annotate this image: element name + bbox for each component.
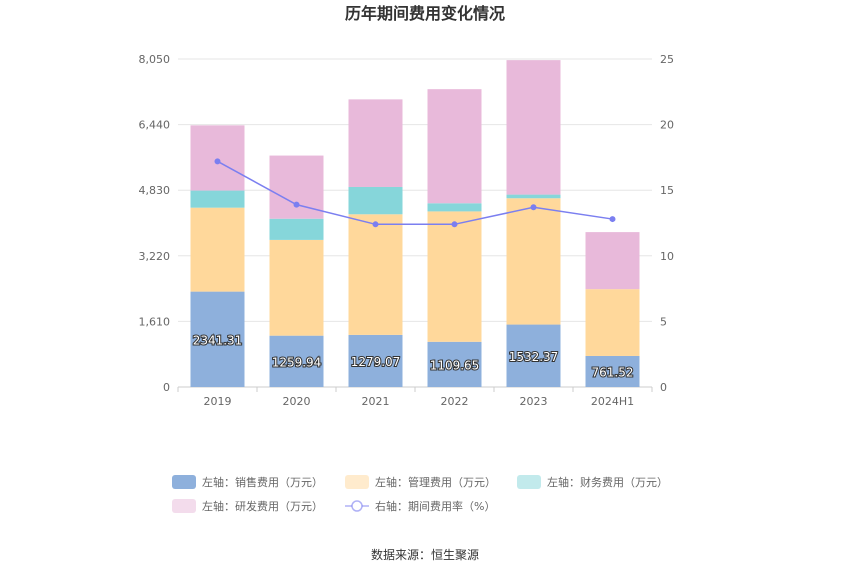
bar-segment-series-1: [348, 334, 403, 387]
legend-label: 右轴：期间费用率（%）: [375, 499, 495, 513]
data-label: 1109.65: [430, 358, 480, 372]
left-axis-tick-label: 8,050: [139, 53, 171, 66]
right-axis-tick-label: 0: [660, 381, 667, 394]
line-series: [217, 160, 613, 226]
bar-segment-series-3: [427, 203, 482, 212]
bar-segment-series-2: [269, 239, 324, 336]
x-axis-tick-label: 2022: [441, 395, 469, 408]
left-axis-tick-label: 1,610: [139, 315, 171, 328]
line-point: [530, 204, 537, 211]
left-axis-tick-label: 0: [163, 381, 170, 394]
bar-segment-series-2: [427, 211, 482, 342]
line-point: [214, 158, 221, 165]
line-layer: [214, 158, 616, 228]
bar-segment-series-4: [269, 155, 324, 219]
legend: 左轴：销售费用（万元） 左轴：管理费用（万元） 左轴：财务费用（万元） 左轴：研发费用…: [172, 475, 668, 513]
x-axis-tick-label: 2023: [520, 395, 548, 408]
right-axis-tick-label: 5: [660, 315, 667, 328]
left-axis-tick-label: 6,440: [139, 119, 171, 132]
line-point: [372, 221, 379, 228]
bar-segment-series-1: [506, 324, 561, 387]
bar-segment-series-4: [585, 232, 640, 290]
right-axis-tick-label: 15: [660, 184, 674, 197]
grid-layer: [178, 58, 652, 388]
legend-label: 左轴：销售费用（万元）: [202, 475, 323, 489]
bar-segment-series-1: [190, 291, 245, 387]
line-point: [293, 201, 300, 208]
bar-segment-series-1: [585, 355, 640, 387]
bar-segment-series-4: [348, 99, 403, 187]
bar-segment-series-3: [190, 190, 245, 208]
bar-segment-series-3: [506, 194, 561, 199]
bar-segment-series-2: [190, 207, 245, 292]
legend-label: 左轴：财务费用（万元）: [547, 475, 668, 489]
label-layer: 2341.31 1259.94 1279.07 1109.65 1532.37 761.5…: [192, 332, 635, 380]
bar-segment-series-2: [585, 289, 640, 356]
bar-segment-series-1: [269, 335, 324, 387]
legend-marker: [351, 500, 363, 512]
legend-swatch: [517, 475, 541, 489]
left-axis-tick-label: 4,830: [139, 184, 171, 197]
legend-swatch: [172, 499, 196, 513]
bar-segment-series-1: [427, 341, 482, 387]
bar-segment-series-4: [190, 125, 245, 191]
bar-layer: [190, 60, 640, 387]
chart-title: 历年期间费用变化情况: [345, 4, 505, 23]
bar-segment-series-2: [506, 198, 561, 325]
bar-segment-series-3: [269, 218, 324, 240]
data-label: 1259.94: [272, 355, 322, 369]
data-label: 1279.07: [351, 355, 401, 369]
data-label: 2341.31: [193, 333, 243, 347]
axis-layer: 0 1,610 3,220 4,830 6,440 8,050 0 5 10 15 20 25 2019…: [139, 53, 675, 408]
line-point: [451, 221, 458, 228]
bar-segment-series-4: [427, 89, 482, 204]
x-axis-tick-label: 2021: [362, 395, 390, 408]
legend-label: 左轴：管理费用（万元）: [375, 475, 496, 489]
bar-segment-series-3: [348, 186, 403, 215]
right-axis-tick-label: 20: [660, 119, 674, 132]
x-axis-tick-label: 2020: [283, 395, 311, 408]
source-text: 数据来源：恒生聚源: [371, 547, 479, 562]
line-point: [609, 216, 616, 223]
legend-swatch: [345, 475, 369, 489]
legend-label: 左轴：研发费用（万元）: [202, 499, 323, 513]
x-axis-tick-label: 2024H1: [591, 395, 634, 408]
bar-segment-series-4: [506, 60, 561, 195]
x-axis-tick-label: 2019: [204, 395, 232, 408]
data-label: 1532.37: [509, 350, 559, 364]
right-axis-tick-label: 25: [660, 53, 674, 66]
bar-segment-series-2: [348, 214, 403, 335]
left-axis-tick-label: 3,220: [139, 250, 171, 263]
legend-swatch: [172, 475, 196, 489]
right-axis-tick-label: 10: [660, 250, 674, 263]
data-label: 761.52: [592, 365, 634, 379]
